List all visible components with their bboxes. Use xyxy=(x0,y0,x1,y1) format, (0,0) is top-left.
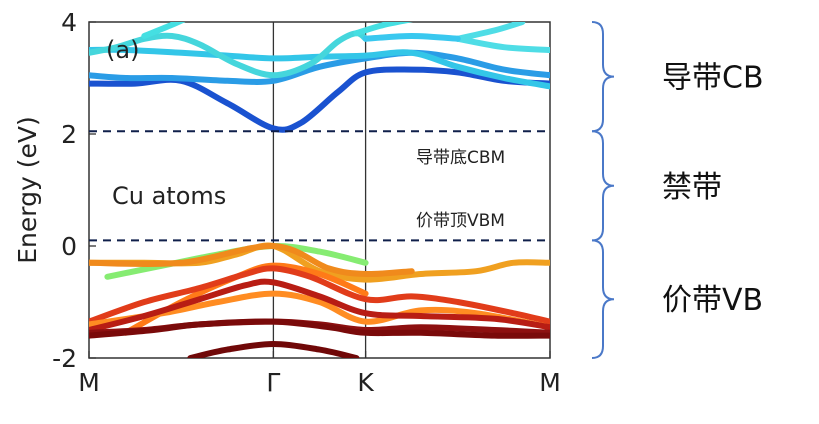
ytick-label-1: 2 xyxy=(61,120,77,149)
cu-atoms-annotation: Cu atoms xyxy=(112,182,226,210)
region-label-0: 导带CB xyxy=(662,61,764,96)
region-label-1: 禁带 xyxy=(662,170,722,205)
band-line-18 xyxy=(187,340,360,358)
xtick-label-3: M xyxy=(539,368,561,397)
ytick-label-3: -2 xyxy=(52,344,77,373)
band-line-4 xyxy=(141,22,186,39)
region-brace-2 xyxy=(591,239,615,359)
y-axis-label: Energy (eV) xyxy=(13,116,42,263)
cbm-label: 导带底CBM xyxy=(416,148,505,168)
band-line-14 xyxy=(89,290,550,331)
band-line-15 xyxy=(89,278,550,333)
y-axis-ticks: 4 2 0 -2 xyxy=(52,8,96,373)
band-series xyxy=(89,22,550,358)
xtick-label-2: K xyxy=(357,368,374,397)
band-line-6 xyxy=(454,22,526,42)
band-line-7 xyxy=(454,35,550,53)
region-label-2: 价带VB xyxy=(662,283,763,318)
panel-label: (a) xyxy=(106,36,139,64)
plot-frame xyxy=(88,21,551,359)
ytick-label-0: 4 xyxy=(61,8,77,37)
ytick-label-2: 0 xyxy=(61,232,77,261)
xtick-label-0: M xyxy=(78,368,100,397)
region-brace-0 xyxy=(591,21,615,133)
band-line-3 xyxy=(89,30,369,79)
band-line-13 xyxy=(89,265,550,325)
xtick-label-1: Γ xyxy=(266,368,280,397)
region-brace-1 xyxy=(591,130,615,242)
band-line-1 xyxy=(89,49,550,85)
band-line-11 xyxy=(89,242,415,278)
band-line-8 xyxy=(362,32,461,42)
band-line-17 xyxy=(89,318,550,339)
vbm-label: 价带顶VBM xyxy=(416,211,505,231)
band-line-5 xyxy=(353,22,413,37)
